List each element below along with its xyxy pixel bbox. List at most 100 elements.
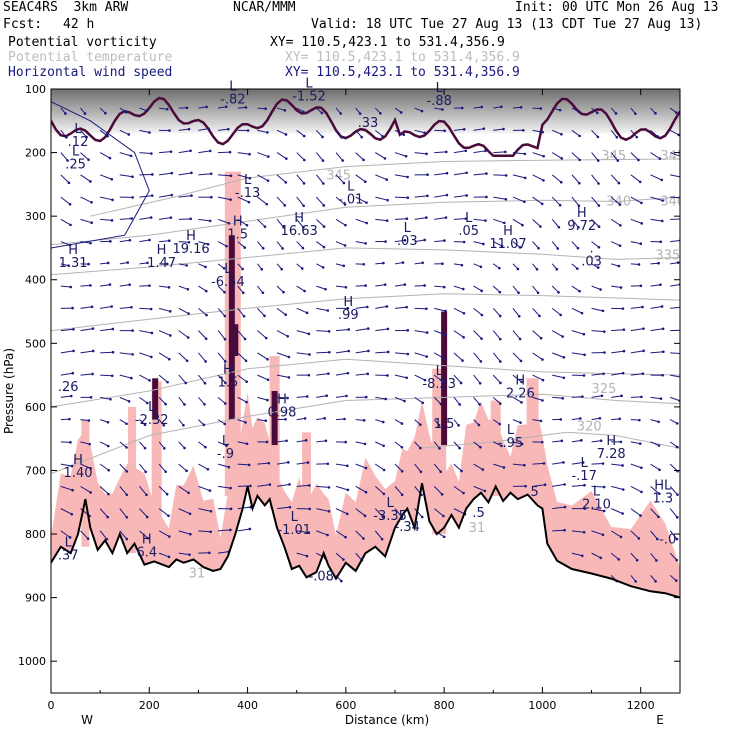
wind-arrowhead [578,158,582,162]
wind-arrow [630,328,644,332]
wind-arrow [453,218,466,220]
wind-arrow [532,285,539,294]
wind-arrowhead [517,314,521,318]
wind-arrowhead [150,194,154,197]
wind-arrowhead [302,225,305,229]
wind-arrow [394,352,408,355]
wind-arrow [217,218,230,224]
pv-extremum-value: 9.72 [567,219,596,234]
wind-arrowhead [86,537,90,540]
wind-arrowhead [223,290,226,294]
wind-arrowhead [406,352,410,356]
wind-arrow [591,152,599,161]
wind-arrowhead [308,507,311,511]
wind-arrow [434,352,446,360]
wind-arrow [551,152,563,159]
wind-arrow [591,307,603,312]
wind-arrowhead [660,178,664,182]
wind-arrowhead [582,374,586,377]
wind-arrowhead [622,349,626,353]
wind-arrowhead [243,246,247,249]
wind-arrowhead [639,284,643,288]
wind-arrow [414,441,421,449]
pv-extremum-type: L [65,535,73,550]
wind-arrowhead [68,243,72,247]
y-axis-label: Pressure (hPa) [2,348,16,434]
wind-arrowhead [500,244,504,248]
wind-arrow [375,174,387,181]
pv-extremum-type: L [222,434,230,449]
wind-arrowhead [364,242,367,245]
wind-arrowhead [72,349,75,353]
wind-arrow [394,174,408,178]
wind-arrow [198,106,207,109]
wind-arrow [355,552,363,561]
wind-arrowhead [282,225,285,229]
wind-arrow [119,284,130,287]
wind-arrow [60,263,69,267]
wind-arrowhead [229,198,232,201]
wind-arrow [276,285,284,293]
wind-arrowhead [657,492,661,495]
wind-arrow [394,419,403,425]
wind-arrow [512,218,523,226]
wind-arrowhead [106,444,110,448]
wind-arrowhead [302,204,305,208]
wind-arrowhead [189,149,192,153]
wind-arrowhead [443,239,446,242]
org-label: NCAR/MMM [233,0,296,15]
wind-arrowhead [406,329,410,332]
wind-arrow [453,485,464,494]
wind-arrow [669,530,678,540]
wind-arrowhead [658,468,661,472]
wind-arrowhead [386,198,389,202]
x-tick-label: 600 [335,699,356,712]
wind-arrow [198,485,211,492]
wind-arrowhead [382,468,386,472]
wind-arrowhead [345,394,348,398]
wind-arrow [237,330,246,340]
wind-arrow [591,218,600,228]
wind-arrow [375,284,386,287]
wind-arrow [434,107,443,110]
wind-arrowhead [308,484,311,487]
wind-arrowhead [504,174,508,177]
wind-arrowhead [599,288,602,291]
wind-arrowhead [321,266,325,269]
wind-arrowhead [151,173,154,176]
wind-arrow [493,151,506,154]
wind-arrow [394,374,407,379]
forecast-hour: 42 h [63,17,95,32]
wind-arrowhead [657,261,660,265]
wind-arrowhead [110,219,114,222]
wind-arrowhead [83,112,87,115]
wind-arrow [257,462,269,465]
wind-arrowhead [615,135,619,139]
wind-arrowhead [440,493,444,496]
wind-arrowhead [208,219,212,223]
wind-arrow [492,352,501,362]
wind-arrowhead [400,469,404,473]
wind-arrowhead [185,264,188,267]
wind-arrowhead [674,111,678,114]
wind-arrow [355,129,363,138]
wind-arrow [139,508,148,518]
wind-arrowhead [69,394,73,398]
wind-arrowhead [654,112,657,115]
wind-arrowhead [539,107,543,110]
wind-arrowhead [65,135,68,139]
wind-arrow [650,419,659,423]
wind-arrow [669,441,678,448]
wind-arrow [591,285,601,290]
wind-arrow [591,241,600,248]
wind-arrowhead [204,265,207,269]
wind-arrowhead [601,462,605,465]
wind-arrow [394,239,406,243]
wind-arrow [571,484,585,487]
wind-arrowhead [638,442,642,445]
wind-arrow [237,374,247,383]
wind-arrowhead [111,198,114,202]
wind-arrow [178,397,185,405]
wind-arrow [218,106,227,109]
